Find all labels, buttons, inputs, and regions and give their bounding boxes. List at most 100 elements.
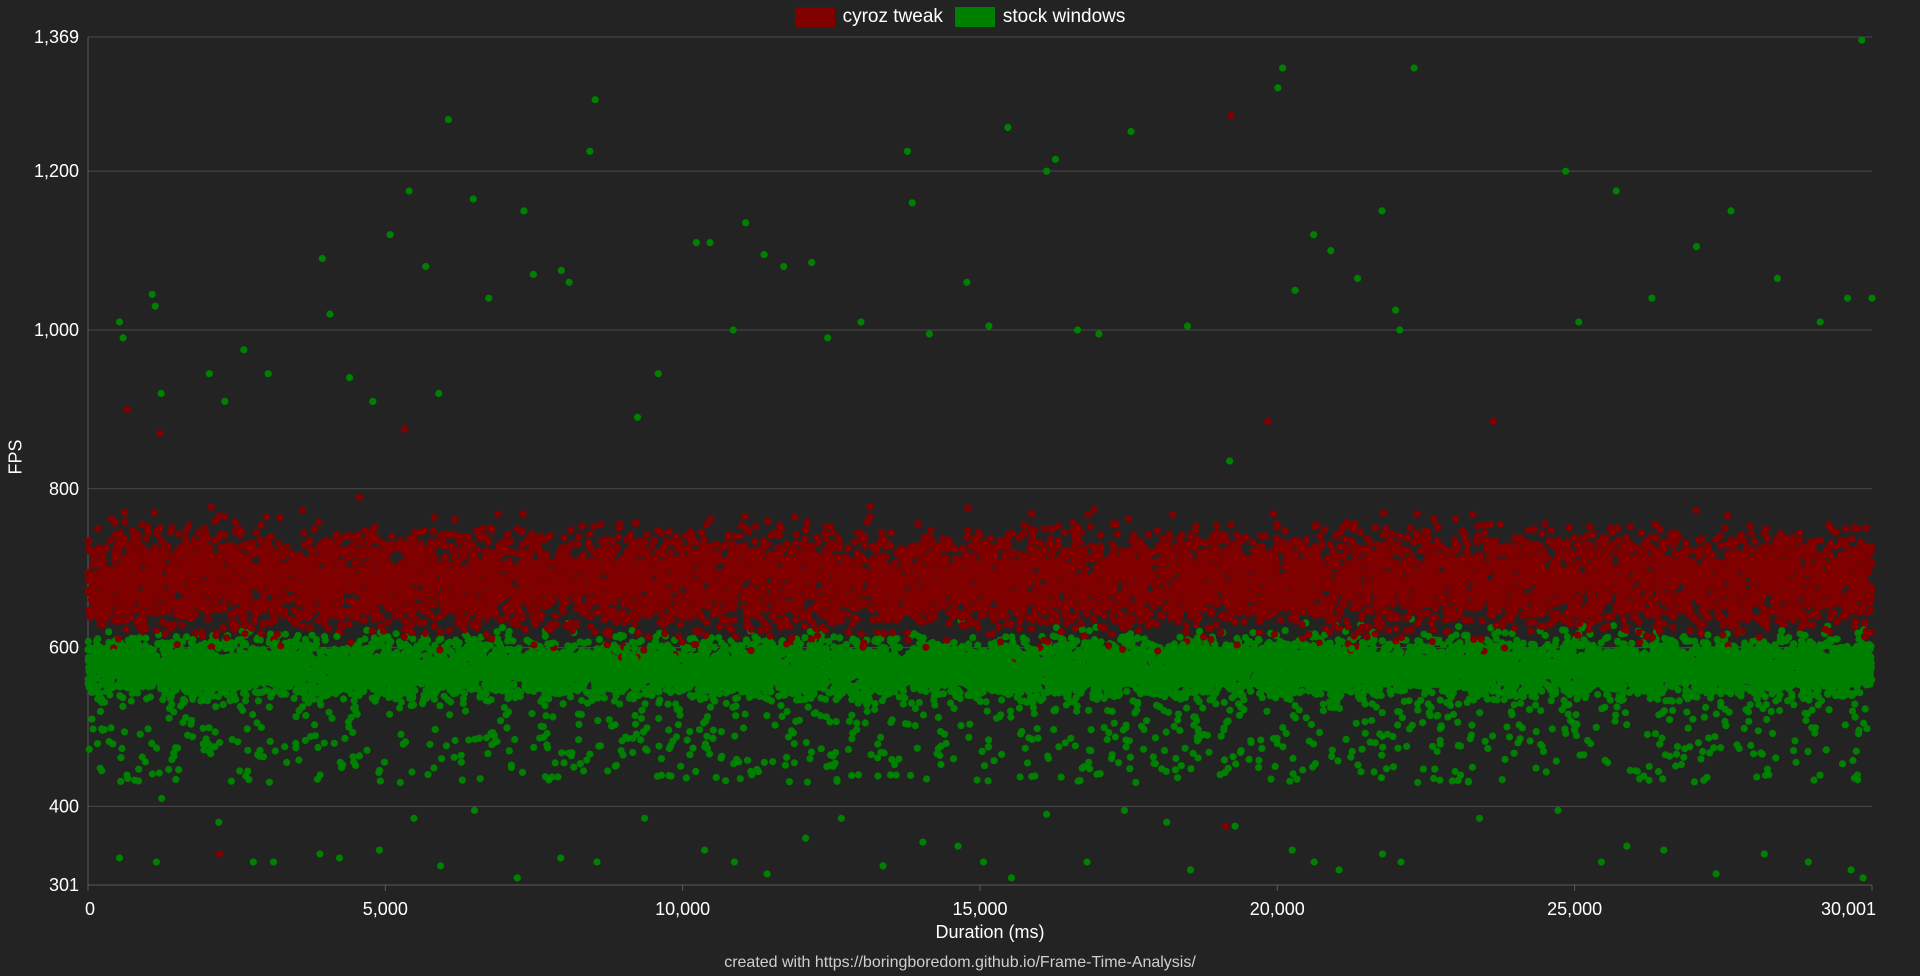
data-point-stock-windows — [341, 734, 349, 743]
data-point-stock-windows — [1804, 748, 1812, 756]
data-point-stock-windows — [148, 770, 156, 778]
data-point-stock-windows — [899, 700, 907, 708]
data-point-stock-windows — [867, 751, 875, 759]
data-point-stock-windows — [677, 762, 685, 770]
data-point-stock-windows — [1601, 703, 1609, 711]
data-point-stock-windows — [409, 635, 417, 643]
data-point-stock-windows — [396, 778, 404, 787]
data-point-stock-windows — [1328, 746, 1336, 754]
data-point-stock-windows — [1176, 633, 1184, 641]
data-point-stock-windows — [144, 725, 152, 733]
data-point-stock-windows — [848, 771, 856, 780]
data-point-stock-windows — [760, 758, 769, 767]
data-point-stock-windows — [236, 767, 244, 775]
data-point-stock-windows — [580, 767, 588, 775]
data-point-stock-windows — [1236, 748, 1244, 757]
data-point-stock-windows — [84, 637, 92, 646]
x-tick-label: 15,000 — [952, 899, 1007, 919]
data-point-stock-windows — [652, 633, 660, 641]
data-point-stock-windows — [1031, 772, 1039, 780]
data-point-stock-windows — [655, 742, 663, 750]
x-tick-label: 10,000 — [655, 899, 710, 919]
data-point-stock-windows — [1354, 761, 1362, 769]
data-point-stock-windows — [655, 714, 663, 723]
data-point-stock-windows — [1361, 700, 1369, 708]
data-point-stock-windows — [1449, 710, 1458, 719]
data-point-stock-windows — [1302, 714, 1310, 722]
data-point-stock-windows — [1672, 750, 1681, 758]
data-point-stock-windows — [1822, 746, 1830, 754]
data-point-stock-windows — [1002, 633, 1010, 641]
data-point-stock-windows — [207, 750, 215, 758]
data-point-stock-windows — [1763, 715, 1771, 724]
data-point-stock-windows — [984, 743, 993, 751]
data-point-stock-windows — [330, 739, 338, 747]
data-point-stock-windows — [657, 755, 666, 763]
data-point-stock-windows — [187, 639, 195, 647]
data-point-stock-windows — [1532, 764, 1540, 772]
data-point-stock-windows — [558, 749, 566, 757]
data-point-stock-windows — [565, 749, 573, 757]
data-point-stock-windows — [1552, 757, 1560, 765]
data-point-stock-windows — [205, 724, 213, 732]
data-point-stock-windows — [594, 717, 602, 725]
data-point-stock-windows — [541, 632, 549, 640]
data-point-stock-windows — [983, 707, 991, 715]
data-point-stock-windows — [271, 747, 279, 755]
data-point-stock-windows — [142, 634, 150, 642]
data-point-stock-windows — [980, 762, 989, 770]
data-point-stock-windows — [1651, 730, 1660, 738]
data-point-stock-windows — [861, 719, 869, 727]
data-point-stock-windows — [1267, 775, 1275, 783]
data-point-stock-windows — [265, 703, 273, 711]
data-point-stock-windows — [1420, 630, 1428, 638]
data-point-stock-windows — [802, 739, 810, 747]
data-point-stock-windows — [595, 635, 604, 644]
data-point-stock-windows — [1171, 766, 1179, 774]
data-point-stock-windows — [1484, 744, 1492, 753]
data-point-stock-windows — [1126, 753, 1134, 761]
data-point-stock-windows — [450, 753, 458, 761]
data-point-stock-windows — [182, 633, 191, 641]
data-point-stock-windows — [135, 765, 143, 773]
data-point-stock-windows — [915, 699, 923, 707]
data-point-stock-windows — [874, 772, 882, 780]
data-point-stock-windows — [1776, 707, 1784, 715]
data-point-stock-windows — [1370, 636, 1378, 644]
data-point-stock-windows — [631, 711, 639, 720]
data-point-stock-windows — [509, 637, 517, 645]
data-point-stock-windows — [1126, 765, 1134, 773]
data-point-stock-windows — [570, 763, 578, 771]
data-point-stock-windows — [1315, 728, 1324, 737]
data-point-stock-windows — [457, 758, 465, 766]
data-point-stock-windows — [619, 751, 627, 759]
data-point-stock-windows — [1592, 723, 1600, 731]
data-point-stock-windows — [803, 778, 812, 786]
data-point-stock-windows — [328, 714, 336, 722]
data-point-stock-windows — [1162, 728, 1170, 736]
data-point-stock-windows — [674, 721, 683, 729]
data-point-stock-windows — [1419, 765, 1427, 773]
data-point-stock-windows — [631, 720, 640, 728]
data-point-stock-windows — [675, 705, 684, 714]
data-point-stock-windows — [136, 730, 144, 738]
data-point-stock-windows — [778, 712, 786, 721]
data-point-stock-windows — [1491, 630, 1499, 638]
data-point-stock-windows — [107, 724, 115, 732]
data-point-stock-windows — [380, 758, 389, 766]
data-point-stock-windows — [172, 775, 180, 784]
data-point-stock-windows — [1769, 729, 1777, 738]
data-point-stock-windows — [141, 758, 149, 766]
data-point-stock-windows — [1838, 760, 1847, 768]
data-point-stock-windows — [1611, 717, 1619, 725]
data-point-stock-windows — [1702, 703, 1710, 712]
data-point-stock-windows — [1328, 752, 1336, 761]
data-point-stock-windows — [612, 633, 620, 641]
data-point-stock-windows — [1342, 735, 1350, 744]
data-point-stock-windows — [502, 711, 510, 719]
data-point-stock-windows — [1562, 729, 1570, 738]
data-point-stock-windows — [913, 744, 921, 752]
data-point-stock-windows — [639, 728, 648, 736]
data-point-stock-windows — [937, 760, 945, 769]
